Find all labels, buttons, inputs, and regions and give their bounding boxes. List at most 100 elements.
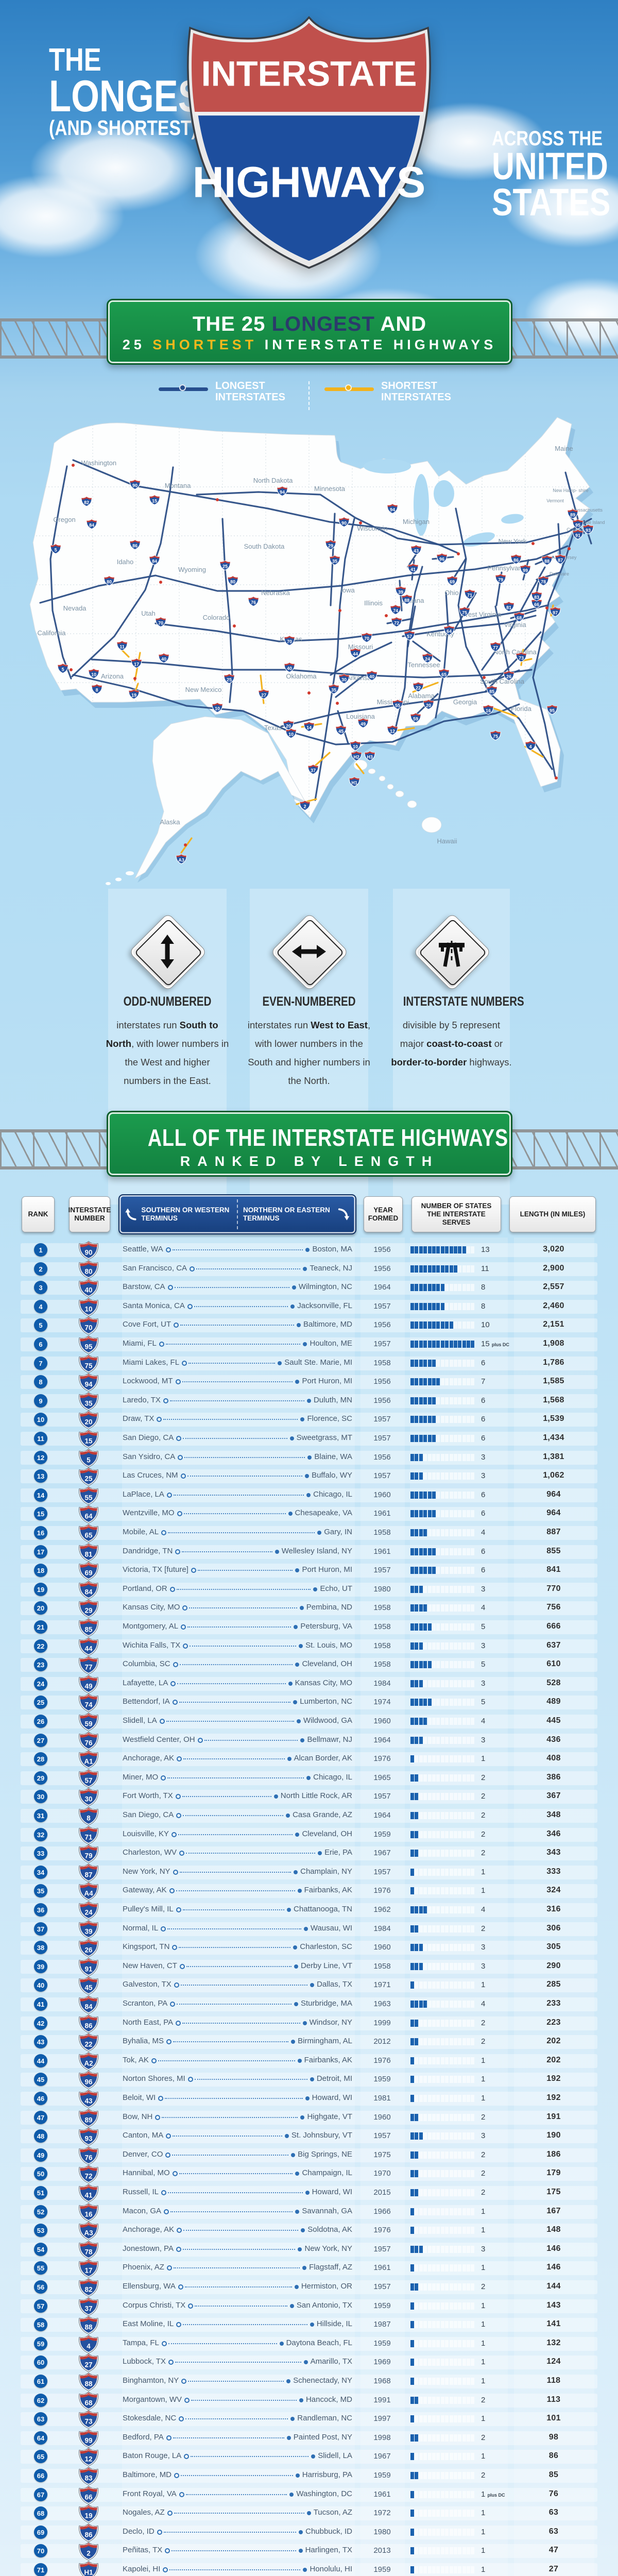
- states-count: 2: [481, 1773, 486, 1782]
- interstate-shield-icon: INTERSTATE 89: [79, 2109, 98, 2127]
- map-shield-marker: H1: [349, 776, 360, 787]
- length-miles: 47: [548, 2546, 559, 2554]
- svg-text:90: 90: [132, 483, 138, 488]
- states-count: 1: [481, 1754, 486, 1763]
- terminus: Slidell, LA Wildwood, GA: [123, 1716, 352, 1725]
- terminus: Westfield Center, OH Bellmawr, NJ: [123, 1735, 352, 1744]
- svg-text:INTERSTATE: INTERSTATE: [83, 1752, 94, 1754]
- rank-badge: 59: [30, 2337, 52, 2350]
- route-connector-icon: [179, 1850, 322, 1856]
- svg-text:INTERSTATE: INTERSTATE: [83, 2487, 94, 2489]
- table-row: 23 INTERSTATE 77 Columbia, SC Cleveland,…: [0, 1655, 618, 1674]
- terminus-from: Russell, IL: [123, 2188, 159, 2196]
- terminus: Mobile, AL Gary, IN: [123, 1528, 352, 1536]
- svg-text:66: 66: [534, 602, 539, 607]
- route-connector-icon: [165, 2151, 295, 2158]
- svg-text:26: 26: [84, 1946, 93, 1954]
- rank-badge: 64: [30, 2431, 52, 2445]
- row-stripe: [21, 2355, 597, 2369]
- states-count: 3: [481, 1585, 486, 1594]
- svg-text:16: 16: [84, 2210, 93, 2218]
- rank-badge: 51: [30, 2186, 52, 2199]
- svg-text:INTERSTATE: INTERSTATE: [83, 1243, 94, 1245]
- legend-longest-label: LONGEST INTERSTATES: [215, 380, 285, 403]
- svg-text:90: 90: [341, 521, 347, 526]
- terminus-to: Sturbridge, MA: [300, 1999, 352, 2008]
- year-formed: 1957: [373, 2245, 391, 2253]
- route-connector-icon: [161, 1774, 311, 1781]
- year-formed: 1960: [373, 2113, 391, 2122]
- interstate-shield-icon: INTERSTATE 12: [79, 2448, 98, 2466]
- terminus: Russell, IL Howard, WI: [123, 2188, 352, 2196]
- svg-text:77: 77: [493, 646, 498, 651]
- interstate-shield-icon: INTERSTATE 77: [79, 1656, 98, 1674]
- interstate-shield-icon: INTERSTATE 25: [79, 1467, 98, 1486]
- terminus: Lockwood, MT Port Huron, MI: [123, 1377, 352, 1385]
- states-count: 2: [481, 1811, 486, 1820]
- row-stripe: [21, 1469, 597, 1483]
- svg-text:5: 5: [87, 1456, 91, 1464]
- states-count: 6: [481, 1359, 486, 1367]
- svg-text:76: 76: [251, 600, 256, 605]
- year-formed: 1974: [373, 1698, 391, 1706]
- terminus: Louisville, KY Cleveland, OH: [123, 1829, 352, 1838]
- year-formed: 1975: [373, 2150, 391, 2159]
- rank-badge: 45: [30, 2073, 52, 2086]
- svg-text:91: 91: [575, 533, 580, 538]
- table-row: 43 INTERSTATE 22 Byhalia, MS Birmingham,…: [0, 2032, 618, 2052]
- terminus: Pulley's Mill, IL Chattanooga, TN: [123, 1905, 352, 1913]
- table-row: 68 INTERSTATE 19 Nogales, AZ Tucson, AZ …: [0, 2504, 618, 2523]
- states-bar: [410, 2132, 476, 2140]
- year-formed: 1960: [373, 1943, 391, 1952]
- terminus: Denver, CO Big Springs, NE: [123, 2150, 352, 2159]
- svg-text:88: 88: [544, 559, 550, 564]
- states-bar: [410, 2057, 476, 2064]
- states-bar: [410, 2434, 476, 2442]
- map-shield-marker: 10: [350, 740, 361, 751]
- year-formed: 1976: [373, 2226, 391, 2234]
- table-row: 58 INTERSTATE 88 East Moline, IL Hillsid…: [0, 2315, 618, 2334]
- header-year-formed: YEAR FORMED: [364, 1196, 403, 1232]
- year-formed: 1958: [373, 1641, 391, 1650]
- terminus: North East, PA Windsor, NY: [123, 2018, 352, 2027]
- svg-text:H1: H1: [351, 781, 357, 786]
- year-formed: 1956: [373, 1377, 391, 1386]
- table-row: 11 INTERSTATE 15 San Diego, CA Sweetgras…: [0, 1429, 618, 1448]
- table-row: 14 INTERSTATE 55 LaPlace, LA Chicago, IL…: [0, 1486, 618, 1505]
- states-count: 6: [481, 1415, 486, 1423]
- terminus: Lubbock, TX Amarillo, TX: [123, 2357, 352, 2366]
- row-stripe: [21, 2280, 597, 2294]
- svg-text:85: 85: [84, 1625, 93, 1633]
- row-stripe: [21, 2224, 597, 2238]
- row-stripe: [21, 2111, 597, 2125]
- terminus-from: San Diego, CA: [123, 1810, 174, 1819]
- rank-badge: 36: [30, 1903, 52, 1917]
- svg-text:93: 93: [586, 528, 591, 533]
- table-row: 56 INTERSTATE 82 Ellensburg, WA Hermisto…: [0, 2278, 618, 2297]
- states-bar: [410, 1303, 476, 1310]
- year-formed: 1976: [373, 1886, 391, 1895]
- row-stripe: [21, 2412, 597, 2426]
- terminus-to: Daytona Beach, FL: [286, 2338, 352, 2347]
- row-stripe: [21, 2167, 597, 2181]
- terminus-from: Miner, MO: [123, 1773, 159, 1782]
- svg-text:55: 55: [395, 703, 400, 708]
- interstate-shield-icon: INTERSTATE A3: [79, 2222, 98, 2240]
- rank-badge: 52: [30, 2205, 52, 2218]
- state-label: Alabama: [408, 692, 435, 700]
- states-count: 3: [481, 1943, 486, 1952]
- map-shield-marker: 79: [495, 573, 506, 584]
- rank-badge: 12: [30, 1451, 52, 1464]
- terminus-from: Tok, AK: [123, 2056, 149, 2064]
- year-formed: 1991: [373, 2396, 391, 2404]
- interstate-shield-icon: INTERSTATE 4: [79, 2335, 98, 2353]
- terminus: Tok, AK Fairbanks, AK: [123, 2056, 352, 2064]
- svg-text:96: 96: [439, 557, 444, 562]
- length-miles: 610: [546, 1659, 561, 1668]
- table-row: 38 INTERSTATE 26 Kingsport, TN Charlesto…: [0, 1938, 618, 1957]
- svg-text:94: 94: [390, 507, 395, 513]
- length-miles: 124: [546, 2357, 561, 2366]
- svg-text:81: 81: [84, 1550, 93, 1558]
- title-right-line2: UNITED: [492, 145, 608, 188]
- terminus: Baltimore, MD Harrisburg, PA: [123, 2470, 352, 2479]
